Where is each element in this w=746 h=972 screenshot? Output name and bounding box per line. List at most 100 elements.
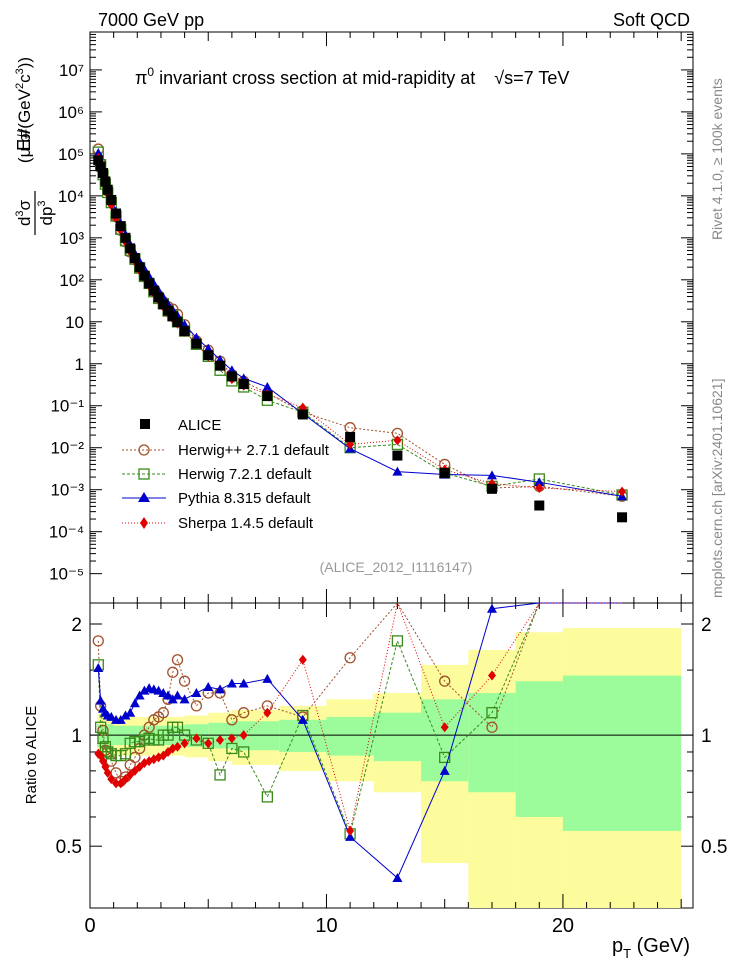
plot-title: π0 invariant cross section at mid-rapidi… [135, 65, 569, 88]
main-y-tick-label: 10 [65, 313, 84, 332]
legend-label-herwigpp: Herwig++ 2.7.1 default [178, 442, 330, 459]
ratio-series-line-herwigpp [97, 602, 623, 782]
main-axis-ticks: 10⁻⁵ 10⁻⁴ 10⁻³ 10⁻² 10⁻¹ 1 10 10² 10³ 10⁴ 10⁵ 10⁶ 10… [49, 32, 693, 603]
main-point-alice [134, 262, 145, 273]
main-point-pythia [487, 470, 497, 480]
ratio-point-sherpa [216, 734, 225, 745]
header-left: 7000 GeV pp [98, 10, 204, 30]
ratio-point-pythia [120, 710, 131, 720]
ratio-band-inner [562, 675, 682, 831]
legend-marker-herwig7 [138, 468, 150, 480]
ratio-point-sherpa [112, 778, 121, 789]
ratio-point-herwigpp [167, 666, 179, 678]
svg-text:(μ b/(GeV2c3)): (μ b/(GeV2c3)) [14, 57, 34, 163]
ratio-point-herwig7 [214, 769, 226, 781]
main-point-alice [120, 232, 131, 243]
main-point-alice [203, 350, 214, 361]
ratio-band-inner [326, 716, 374, 756]
ratio-point-herwigpp [344, 652, 356, 664]
ratio-point-pythia [172, 690, 183, 700]
ratio-point-pythia [106, 711, 117, 721]
svg-text:d3σ: d3σ [14, 199, 34, 226]
ratio-point-herwig7 [238, 746, 250, 758]
ratio-point-sherpa [346, 825, 355, 836]
ratio-point-sherpa [440, 722, 449, 733]
ratio-point-pythia [238, 678, 249, 688]
main-point-alice [125, 243, 136, 254]
main-point-alice [215, 360, 226, 371]
ratio-point-pythia [139, 685, 150, 695]
main-point-alice [163, 305, 174, 316]
ylabel-unit-b: c [15, 74, 34, 83]
legend-entry-sherpa: Sherpa 1.4.5 default [122, 515, 314, 532]
ratio-point-herwig7 [439, 751, 451, 764]
ratio-series-layer [92, 601, 623, 882]
main-point-pythia [534, 477, 545, 487]
ratio-point-pythia [487, 603, 497, 613]
ratio-x-tick-label: 20 [552, 915, 574, 937]
legend-entry-herwigpp: Herwig++ 2.7.1 default [122, 442, 330, 459]
plot-title-mid: invariant cross section at mid-rapidity … [154, 68, 480, 88]
main-point-alice [439, 467, 450, 478]
ratio-point-sherpa [263, 707, 272, 718]
main-point-alice [172, 317, 183, 328]
ratio-band-inner [468, 693, 516, 793]
plot-title-sqrt: √s=7 TeV [494, 68, 569, 88]
main-point-alice [392, 450, 403, 461]
main-point-sherpa [393, 435, 402, 446]
ratio-band-inner [231, 721, 280, 751]
xlabel-main: p [612, 935, 623, 957]
ratio-point-pythia [95, 695, 106, 705]
main-point-alice [238, 378, 249, 389]
ratio-x-tick-label: 0 [84, 915, 95, 937]
ylabel-unit-sup2: 3 [14, 68, 26, 74]
main-point-alice [148, 285, 159, 296]
main-point-alice [534, 500, 545, 511]
x-axis-label: pT (GeV) [612, 935, 690, 961]
main-point-alice [139, 270, 150, 281]
ratio-y-tick-label: 2 [71, 615, 82, 636]
main-y-tick-label: 10⁶ [58, 103, 84, 122]
legend-entry-pythia: Pythia 8.315 default [122, 490, 311, 507]
ratio-point-pythia [191, 688, 202, 698]
main-y-tick-label: 10⁵ [58, 145, 84, 164]
legend-label-herwig7: Herwig 7.2.1 default [178, 466, 312, 483]
ratio-point-herwigpp [178, 675, 191, 687]
legend-entry-herwig7: Herwig 7.2.1 default [122, 466, 312, 483]
ylabel-num-sup: 3 [14, 210, 26, 216]
main-point-alice [297, 409, 308, 420]
ratio-y-tick-label: 0.5 [56, 837, 82, 858]
main-y-axis-label: E# [14, 129, 34, 151]
main-point-sherpa [618, 486, 627, 497]
ratio-plot-frame [89, 602, 694, 909]
ratio-point-pythia [203, 681, 214, 691]
legend-entry-alice: ALICE [140, 417, 221, 434]
ratio-point-herwig7 [97, 732, 109, 744]
main-point-alice [262, 391, 273, 402]
ratio-y-axis-label: Ratio to ALICE [23, 706, 40, 804]
ratio-point-herwigpp [238, 707, 250, 719]
ylabel-unit-a: (μ b/(GeV [15, 88, 34, 163]
main-y-tick-label: 10³ [59, 229, 84, 248]
main-point-alice [93, 155, 104, 166]
main-point-alice [167, 311, 178, 322]
legend-label-pythia: Pythia 8.315 default [178, 490, 311, 507]
ratio-y-tick-label: 1 [71, 726, 82, 747]
legend-label-sherpa: Sherpa 1.4.5 default [178, 515, 314, 532]
main-point-alice [100, 176, 111, 187]
main-point-alice [115, 221, 126, 232]
ratio-point-pythia [125, 707, 136, 717]
ratio-point-pythia [215, 684, 226, 694]
ylabel-e: E# [14, 129, 34, 151]
ratio-band-inner [515, 681, 563, 817]
ratio-point-sherpa [103, 767, 112, 778]
ratio-y-tick-label-right: 0.5 [701, 837, 727, 858]
main-point-alice [179, 326, 190, 337]
ratio-series-line-sherpa [97, 601, 623, 832]
xlabel-unit: (GeV) [631, 935, 690, 957]
ratio-point-sherpa [488, 670, 496, 681]
main-y-tick-label: 1 [75, 355, 84, 374]
svg-text:dp3: dp3 [36, 200, 56, 225]
analysis-watermark: (ALICE_2012_I1116147) [320, 559, 473, 575]
ratio-point-sherpa [298, 654, 307, 665]
